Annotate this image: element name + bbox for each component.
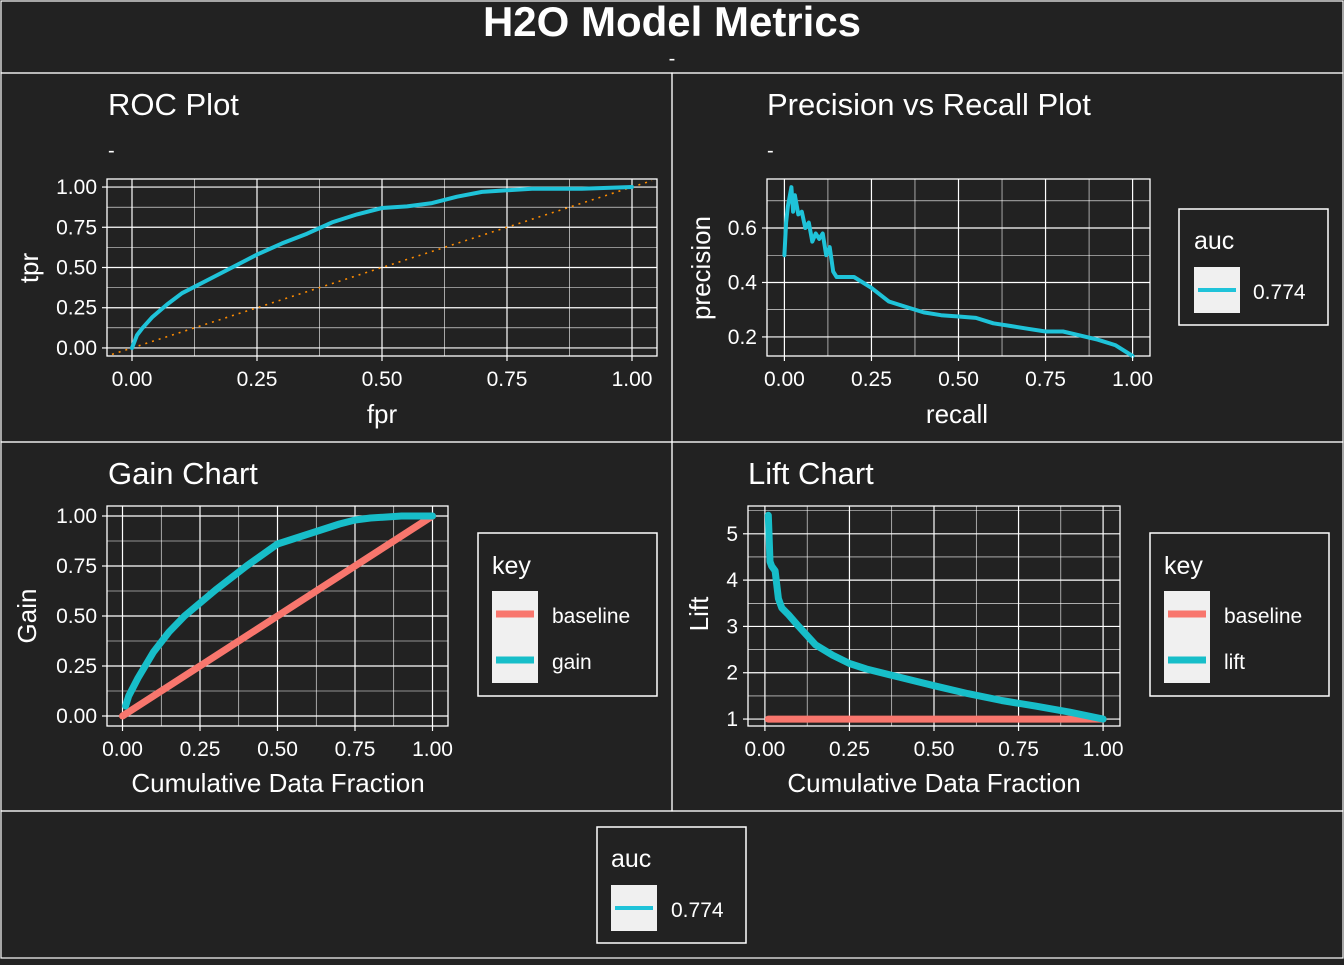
figure-title: H2O Model Metrics [483,0,861,45]
roc-ylabel: tpr [14,252,44,283]
pr-ylabel: precision [686,216,716,320]
roc-x-tick-label: 0.50 [362,368,403,391]
gain-y-tick-label: 0.50 [56,605,97,628]
pr-series-line [782,185,1135,358]
pr-subtitle: - [767,140,774,162]
gain-y-tick-label: 0.75 [56,555,97,578]
figure-subtitle: - [669,48,676,70]
lift-legend: key baseline lift [1149,532,1330,697]
lift-y-tick-label: 3 [726,615,738,638]
gain-title: Gain Chart [108,456,258,491]
gain-y-tick-label: 0.25 [56,655,97,678]
roc-marks [111,179,653,356]
roc-x-tick-label: 1.00 [612,368,653,391]
gain-x-tick-label: 0.50 [257,738,298,761]
pr-y-tick-label: 0.2 [728,326,757,349]
gain-x-tick-label: 0.25 [180,738,221,761]
lift-legend-keys [1164,591,1210,683]
gain-legend-title: key [492,552,531,580]
roc-y-tick-label: 1.00 [56,176,97,199]
roc-subtitle: - [108,140,115,162]
roc-frame [0,72,673,443]
pr-chart: Precision vs Recall Plot - 0.00 0.25 0.50 0… [686,87,1329,429]
lift-x-tick-label: 0.50 [914,738,955,761]
lift-y-tick-label: 5 [726,523,738,546]
bottom-frame [0,810,1344,959]
gain-legend-baseline-label: baseline [552,605,630,628]
gain-y-tick-label: 1.00 [56,505,97,528]
pr-x-tick-label: 0.75 [1025,368,1066,391]
pr-legend-label: 0.774 [1253,281,1306,304]
pr-legend-title: auc [1194,227,1234,255]
gain-chart: Gain Chart 0.00 0.25 0.50 0.75 1.000.000.250… [12,456,658,798]
gain-x-tick-label: 0.75 [335,738,376,761]
lift-x-tick-label: 1.00 [1083,738,1124,761]
lift-legend-baseline-label: baseline [1224,605,1302,628]
gain-ticks: 0.00 0.25 0.50 0.75 1.00 0.00 0.25 0.50 0.75 1.00 [56,505,453,761]
roc-y-tick-label: 0.25 [56,297,97,320]
lift-ylabel: Lift [684,596,714,631]
bottom-legend-label: 0.774 [671,899,724,922]
gain-y-tick-label: 0.00 [56,705,97,728]
lift-y-tick-label: 2 [726,662,738,685]
pr-legend: auc 0.774 [1178,208,1329,326]
lift-x-tick-label: 0.75 [998,738,1039,761]
pr-x-tick-label: 1.00 [1112,368,1153,391]
roc-series-line [130,185,634,350]
gain-marks [119,512,436,720]
roc-xlabel: fpr [367,399,398,429]
bottom-legend: auc 0.774 [596,826,747,944]
gain-series-baseline [119,512,436,720]
gain-legend-box [477,532,658,697]
lift-grid [747,505,1121,727]
gain-x-tick-label: 0.00 [102,738,143,761]
roc-y-tick-label: 0.75 [56,216,97,239]
gain-legend-keys [492,591,538,683]
roc-ticks: 0.00 0.25 0.50 0.75 1.00 0.00 0.25 0.50 0.75 1.00 [56,176,652,391]
lift-legend-title: key [1164,552,1203,580]
bottom-legend-title: auc [611,845,651,873]
pr-grid [766,178,1151,357]
pr-x-tick-label: 0.00 [764,368,805,391]
lift-ticks: 0.00 0.25 0.50 0.75 1.00 1 2 3 4 5 [726,523,1123,761]
lift-y-tick-label: 1 [726,708,738,731]
pr-y-tick-label: 0.4 [728,271,758,294]
lift-x-tick-label: 0.25 [829,738,870,761]
roc-y-tick-label: 0.00 [56,337,97,360]
pr-title: Precision vs Recall Plot [767,87,1091,122]
pr-x-tick-label: 0.50 [938,368,979,391]
pr-ticks: 0.00 0.25 0.50 0.75 1.00 0.2 0.4 0.6 [728,217,1153,391]
gain-legend-gain-label: gain [552,651,592,674]
lift-title: Lift Chart [748,456,874,491]
roc-chart: ROC Plot - 0.00 0.25 0.50 0.75 1.000.000.250… [14,87,658,429]
lift-series-lift [764,511,1107,723]
gain-legend: key baseline gain [477,532,658,697]
roc-x-tick-label: 0.00 [112,368,153,391]
roc-y-tick-label: 0.50 [56,257,97,280]
gain-x-tick-label: 1.00 [412,738,453,761]
gain-ylabel: Gain [12,589,42,644]
roc-title: ROC Plot [108,87,239,122]
pr-y-tick-label: 0.6 [728,217,757,240]
bottom-legend-box [596,826,747,944]
roc-x-tick-label: 0.25 [237,368,278,391]
lift-y-tick-label: 4 [726,569,738,592]
pr-xlabel: recall [926,399,988,429]
lift-legend-box [1149,532,1330,697]
roc-grid [106,178,658,357]
lift-chart: Lift Chart 0.00 0.25 0.50 0.75 1.00 1 2 3 4 5 Cum… [684,456,1330,798]
gain-xlabel: Cumulative Data Fraction [131,768,424,798]
roc-x-tick-label: 0.75 [487,368,528,391]
lift-marks [764,511,1107,723]
lift-x-tick-label: 0.00 [744,738,785,761]
pr-x-tick-label: 0.25 [851,368,892,391]
lift-xlabel: Cumulative Data Fraction [787,768,1080,798]
gain-series-gain [122,512,436,710]
lift-legend-lift-label: lift [1224,651,1245,674]
pr-marks [782,185,1135,358]
pr-legend-box [1178,208,1329,326]
